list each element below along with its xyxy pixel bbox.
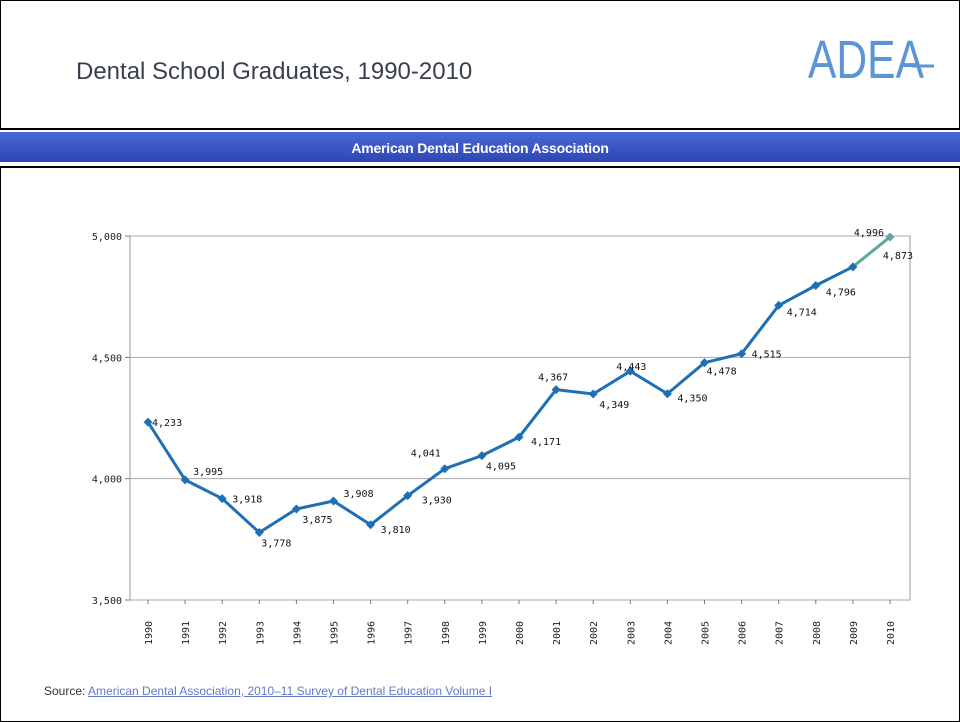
data-label: 4,367 [538,373,568,384]
data-label: 4,996 [854,228,884,239]
source-note: Source: American Dental Association, 201… [44,684,492,698]
data-label: 3,918 [232,495,262,506]
x-tick-label: 2002 [589,621,600,645]
series-line-segment [703,352,744,365]
data-label: 4,095 [486,462,516,473]
x-tick-label: 2008 [812,621,823,645]
data-point [737,349,747,359]
x-tick-label: 1994 [292,621,303,645]
x-tick-label: 2009 [849,621,860,645]
x-tick-label: 2010 [886,621,897,645]
series-line-segment [183,478,224,501]
svg-text:ADEA: ADEA [808,30,924,86]
source-link[interactable]: American Dental Association, 2010–11 Sur… [88,684,493,698]
data-label: 4,350 [677,394,707,405]
y-tick-label: 4,000 [92,475,122,486]
y-tick-label: 4,500 [92,353,122,364]
data-point [551,385,561,395]
series-line-segment [369,494,410,527]
x-tick-label: 2005 [701,621,712,645]
data-point [514,432,524,442]
data-label: 4,796 [826,288,856,299]
source-label: Source: [44,684,89,698]
x-tick-label: 1993 [255,621,266,645]
y-tick-label: 5,000 [92,232,122,243]
data-point [848,262,858,272]
data-point [477,451,487,461]
x-tick-label: 2007 [775,621,786,645]
data-point [774,300,784,310]
data-label: 4,714 [787,307,817,318]
data-point [291,504,301,514]
x-tick-label: 2001 [552,621,563,645]
data-point [217,494,227,504]
series-line-segment [443,454,484,471]
data-label: 3,995 [193,467,223,478]
data-point [625,366,635,376]
series-line-segment [406,467,447,498]
plot-area [129,235,911,601]
data-point [403,491,413,501]
data-point [700,358,709,368]
data-label: 4,041 [411,449,441,460]
data-point [440,464,450,474]
data-point [662,389,672,399]
series-line-segment [517,388,558,439]
x-tick-label: 2003 [626,621,637,645]
series-line-segment [628,369,669,396]
x-tick-label: 1999 [478,621,489,645]
x-tick-label: 1998 [441,621,452,645]
data-label: 3,875 [302,515,332,526]
series-line-segment [146,420,187,482]
series-line-segment [851,235,892,269]
data-point [811,281,821,291]
data-label: 4,515 [752,350,782,361]
x-tick-label: 1997 [404,621,415,645]
data-point [143,417,153,427]
page-title: Dental School Graduates, 1990-2010 [76,58,473,85]
series-line-segment [220,497,261,535]
series-line-segment [332,499,373,527]
y-tick-label: 3,500 [92,596,122,607]
data-point [885,232,895,242]
data-label: 3,810 [381,525,411,536]
x-tick-label: 1990 [144,621,155,645]
series-line-segment [554,388,595,396]
adea-logo: ADEA [808,30,934,86]
data-label: 4,233 [152,418,182,429]
data-label: 3,908 [344,489,374,500]
series-line-segment [814,265,855,288]
data-label: 4,349 [599,400,629,411]
series-line-segment [480,435,521,458]
series-line-segment [665,361,706,396]
banner-rule [0,128,960,130]
data-label: 3,930 [422,496,452,507]
x-tick-label: 1991 [181,621,192,645]
data-label: 4,443 [616,362,646,373]
data-label: 3,778 [261,539,291,550]
x-tick-label: 2006 [738,621,749,645]
banner: American Dental Education Association [0,132,960,162]
x-tick-label: 2000 [515,621,526,645]
data-point [329,496,338,506]
data-label: 4,873 [883,251,913,262]
data-point [588,389,598,399]
data-point [254,528,264,538]
series-line-segment [777,284,818,307]
x-tick-label: 1992 [218,621,229,645]
series-line-segment [740,303,781,356]
x-tick-label: 1995 [330,621,341,645]
data-label: 4,171 [531,437,561,448]
x-tick-label: 2004 [663,621,674,645]
data-point [180,475,190,485]
series-line-segment [257,507,298,535]
series-line-segment [294,499,335,511]
x-tick-label: 1996 [367,621,378,645]
series-line-segment [591,369,632,396]
data-label: 4,478 [707,367,737,378]
data-point [366,520,376,530]
